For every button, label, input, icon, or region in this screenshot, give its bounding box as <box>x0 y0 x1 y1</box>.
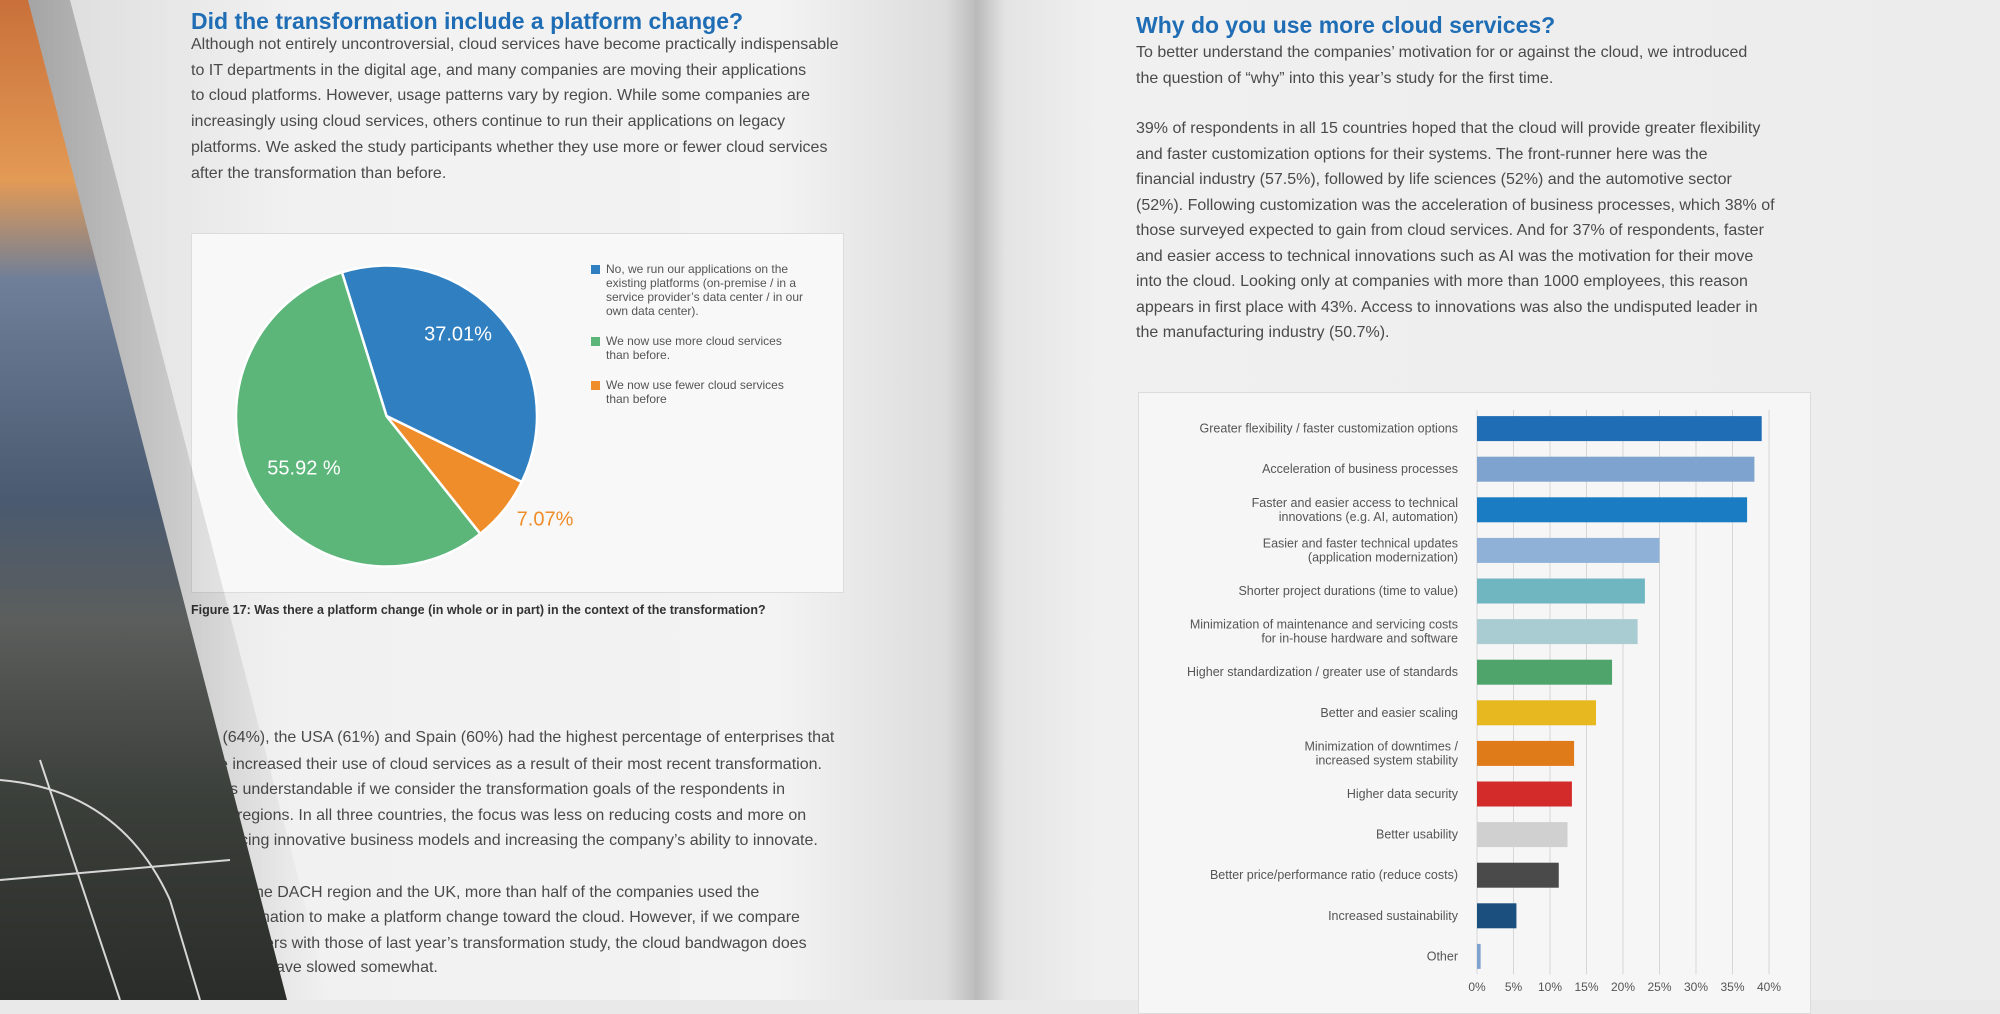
figure-caption: Figure 17: Was there a platform change (… <box>191 603 766 617</box>
paragraph-line: nation to make a platform change toward … <box>261 909 800 926</box>
legend-swatch <box>591 337 600 346</box>
slice-label: 7.07% <box>517 508 574 530</box>
category-label: Shorter project durations (time to value… <box>1238 584 1458 598</box>
paragraph-line: those surveyed expected to gain from clo… <box>1136 222 1764 239</box>
bar-frame <box>1138 392 1811 1014</box>
bar <box>1477 619 1638 645</box>
paragraph-line: y (64%), the USA (61%) and Spain (60%) h… <box>210 729 835 746</box>
paragraph-line: Although not entirely uncontroversial, c… <box>191 36 839 53</box>
category-label: Greater flexibility / faster customizati… <box>1200 422 1458 436</box>
paragraph-line: e increased their use of cloud services … <box>219 756 822 773</box>
legend-swatch <box>591 381 600 390</box>
paragraph-line: into the cloud. Looking only at companie… <box>1136 273 1748 290</box>
bar <box>1477 862 1559 888</box>
paragraph-line: and faster customization options for the… <box>1136 145 1708 163</box>
bar <box>1477 416 1762 442</box>
x-tick-label: 25% <box>1647 980 1671 994</box>
paragraph-line: the question of “why” into this year’s s… <box>1136 69 1554 87</box>
category-label: Acceleration of business processes <box>1262 462 1458 476</box>
paragraph-line: (52%). Following customization was the a… <box>1136 196 1775 214</box>
paragraph-line: 39% of respondents in all 15 countries h… <box>1136 120 1761 137</box>
paragraph-line: he DACH region and the UK, more than hal… <box>255 884 760 901</box>
category-label: Better price/performance ratio (reduce c… <box>1210 868 1458 882</box>
x-tick-label: 35% <box>1720 980 1744 994</box>
bar <box>1477 456 1755 482</box>
bar <box>1477 740 1575 766</box>
paragraph-line: cing innovative business models and incr… <box>240 832 818 849</box>
legend-label: We now use more cloud services than befo… <box>606 334 782 362</box>
bar <box>1477 903 1517 929</box>
bar <box>1477 497 1748 523</box>
bar <box>1477 943 1481 969</box>
pie-slice <box>385 414 524 536</box>
slice-label: 55.92 % <box>267 457 341 479</box>
paragraph-line: appears in first place with 43%. Access … <box>1136 298 1758 316</box>
paragraph-line: To better understand the companies’ moti… <box>1136 44 1748 61</box>
x-tick-label: 30% <box>1684 980 1708 994</box>
x-tick-label: 0% <box>1468 980 1486 994</box>
x-tick-label: 40% <box>1757 980 1781 994</box>
x-tick-label: 20% <box>1611 980 1635 994</box>
paragraph-line: to cloud platforms. However, usage patte… <box>191 87 810 105</box>
paragraph-line: and easier access to technical innovatio… <box>1136 247 1754 265</box>
category-label: Minimization of maintenance and servicin… <box>1190 618 1458 646</box>
x-tick-label: 5% <box>1505 980 1523 994</box>
bar <box>1477 659 1613 685</box>
bar <box>1477 781 1572 807</box>
category-label: Minimization of downtimes / increased sys… <box>1304 739 1458 767</box>
paragraph-line: to IT departments in the digital age, an… <box>191 61 807 79</box>
heading: Why do you use more cloud services? <box>1136 12 1556 38</box>
legend-label: No, we run our applications on the exist… <box>606 262 803 318</box>
bar <box>1477 822 1568 848</box>
category-label: Increased sustainability <box>1328 909 1459 923</box>
legend-swatch <box>591 265 600 274</box>
paragraph-line: ers with those of last year’s transforma… <box>265 935 807 952</box>
category-label: Better and easier scaling <box>1320 706 1458 720</box>
x-tick-label: 15% <box>1574 980 1598 994</box>
paragraph-line: platforms. We asked the study participan… <box>191 138 828 156</box>
paragraph-line: regions. In all three countries, the foc… <box>237 807 807 824</box>
paragraph-line: the manufacturing industry (50.7%). <box>1136 324 1390 341</box>
x-tick-label: 10% <box>1538 980 1562 994</box>
category-label: Easier and faster technical updates (appl… <box>1263 536 1458 564</box>
paragraph-line: financial industry (57.5%), followed by … <box>1136 171 1732 188</box>
bar <box>1477 537 1660 563</box>
category-label: Better usability <box>1376 828 1459 842</box>
pie-slice <box>340 264 539 484</box>
category-label: Higher data security <box>1347 787 1459 801</box>
category-label: Other <box>1427 949 1458 963</box>
bar <box>1477 578 1645 604</box>
bar <box>1477 700 1596 726</box>
category-label: Faster and easier access to technical inn… <box>1252 496 1458 524</box>
category-label: Higher standardization / greater use of … <box>1187 665 1458 679</box>
paragraph-line: s understandable if we consider the tran… <box>230 781 785 798</box>
legend-label: We now use fewer cloud services than bef… <box>606 378 784 406</box>
paragraph-line: increasingly using cloud services, other… <box>191 113 786 131</box>
slice-label: 37.01% <box>424 323 492 345</box>
